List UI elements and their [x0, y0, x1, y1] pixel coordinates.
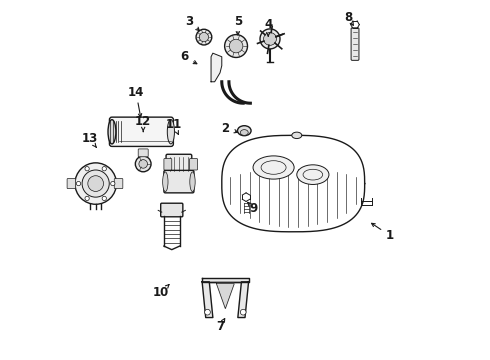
- Ellipse shape: [167, 120, 174, 144]
- Circle shape: [111, 181, 115, 186]
- Ellipse shape: [108, 120, 116, 144]
- Circle shape: [102, 167, 106, 171]
- Polygon shape: [238, 282, 248, 318]
- FancyBboxPatch shape: [67, 179, 75, 189]
- Text: 7: 7: [216, 320, 224, 333]
- Ellipse shape: [190, 172, 195, 192]
- Ellipse shape: [238, 126, 251, 136]
- FancyBboxPatch shape: [164, 170, 194, 193]
- Ellipse shape: [253, 156, 294, 179]
- Circle shape: [85, 167, 89, 171]
- Circle shape: [196, 29, 212, 45]
- Text: 14: 14: [128, 86, 144, 99]
- Circle shape: [82, 170, 109, 197]
- Text: 5: 5: [234, 14, 242, 27]
- Text: 10: 10: [153, 286, 169, 299]
- Text: 13: 13: [81, 132, 98, 145]
- Circle shape: [135, 156, 151, 172]
- FancyBboxPatch shape: [351, 28, 359, 60]
- FancyBboxPatch shape: [161, 203, 183, 217]
- Circle shape: [241, 309, 246, 315]
- Polygon shape: [202, 278, 248, 282]
- Circle shape: [85, 196, 89, 201]
- Circle shape: [88, 176, 103, 192]
- Circle shape: [139, 159, 147, 168]
- Circle shape: [224, 35, 247, 58]
- Polygon shape: [211, 53, 222, 82]
- Text: 9: 9: [250, 202, 258, 215]
- FancyBboxPatch shape: [166, 154, 192, 174]
- Text: 1: 1: [386, 229, 394, 242]
- Text: 4: 4: [264, 18, 272, 31]
- Circle shape: [76, 181, 81, 186]
- Text: 2: 2: [221, 122, 229, 135]
- Text: 8: 8: [344, 11, 353, 24]
- Text: 3: 3: [186, 14, 194, 27]
- Circle shape: [75, 163, 117, 204]
- Polygon shape: [217, 284, 234, 309]
- Circle shape: [102, 196, 106, 201]
- Circle shape: [229, 39, 243, 53]
- FancyBboxPatch shape: [114, 179, 123, 189]
- Polygon shape: [202, 282, 213, 318]
- Ellipse shape: [241, 130, 248, 135]
- Circle shape: [199, 32, 209, 42]
- FancyBboxPatch shape: [138, 149, 148, 157]
- FancyBboxPatch shape: [109, 117, 173, 147]
- Circle shape: [205, 309, 210, 315]
- Text: 6: 6: [180, 50, 188, 63]
- Circle shape: [264, 32, 276, 45]
- Ellipse shape: [163, 172, 168, 192]
- Ellipse shape: [297, 165, 329, 184]
- FancyBboxPatch shape: [190, 158, 197, 170]
- Circle shape: [260, 29, 280, 49]
- Ellipse shape: [292, 132, 302, 139]
- Text: 12: 12: [135, 114, 151, 127]
- Text: 11: 11: [166, 118, 182, 131]
- FancyBboxPatch shape: [164, 158, 172, 170]
